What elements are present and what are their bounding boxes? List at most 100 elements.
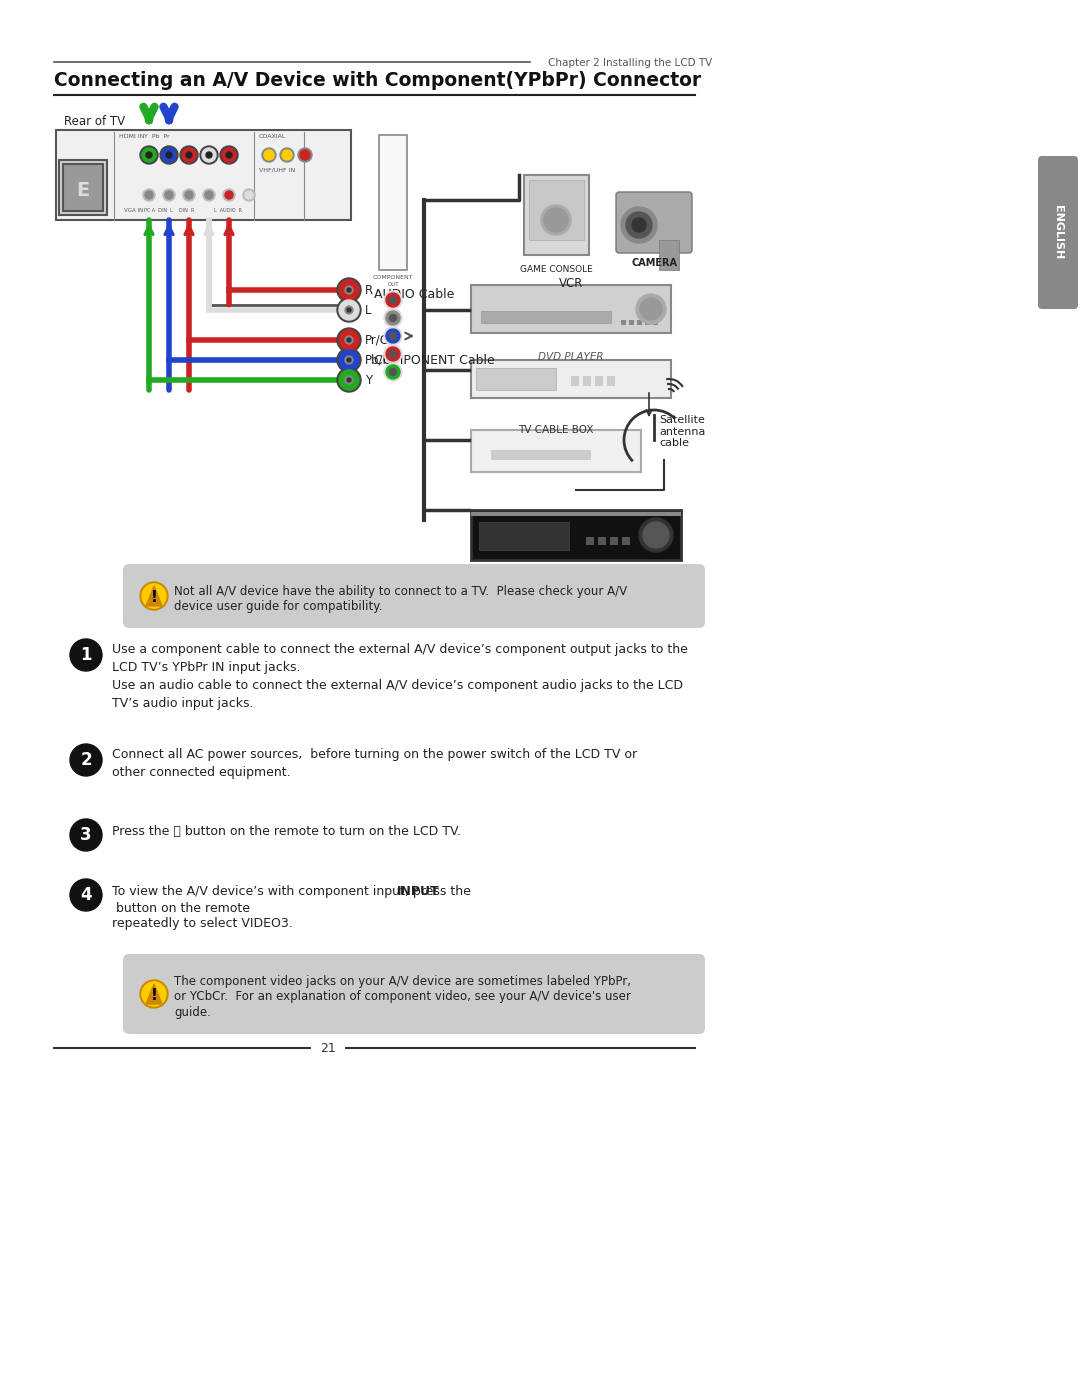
Bar bbox=[571, 376, 579, 386]
Circle shape bbox=[390, 351, 396, 358]
Text: VGA IN: VGA IN bbox=[124, 208, 144, 212]
Text: button on the remote
repeatedly to select VIDEO3.: button on the remote repeatedly to selec… bbox=[112, 902, 293, 930]
Bar bbox=[598, 536, 606, 545]
Text: guide.: guide. bbox=[174, 1006, 211, 1018]
Circle shape bbox=[222, 189, 235, 201]
Circle shape bbox=[165, 191, 173, 198]
Circle shape bbox=[384, 327, 402, 345]
Bar bbox=[56, 130, 351, 219]
Circle shape bbox=[337, 328, 361, 352]
Circle shape bbox=[222, 148, 237, 162]
Circle shape bbox=[205, 191, 213, 198]
Circle shape bbox=[390, 296, 396, 303]
Circle shape bbox=[298, 148, 312, 162]
Circle shape bbox=[140, 147, 158, 163]
Circle shape bbox=[226, 152, 232, 158]
Bar bbox=[471, 285, 671, 332]
Bar bbox=[471, 510, 681, 560]
Bar bbox=[529, 180, 584, 240]
Circle shape bbox=[203, 189, 215, 201]
Circle shape bbox=[636, 293, 666, 324]
FancyBboxPatch shape bbox=[123, 954, 705, 1034]
FancyBboxPatch shape bbox=[1038, 156, 1078, 309]
Circle shape bbox=[146, 152, 152, 158]
Circle shape bbox=[70, 819, 102, 851]
Text: Use a component cable to connect the external A/V device’s component output jack: Use a component cable to connect the ext… bbox=[112, 643, 688, 710]
Circle shape bbox=[220, 147, 238, 163]
Text: COAXIAL: COAXIAL bbox=[259, 134, 286, 138]
Circle shape bbox=[339, 279, 359, 300]
Text: 1: 1 bbox=[80, 645, 92, 664]
Text: R: R bbox=[365, 284, 373, 296]
Text: Rear of TV: Rear of TV bbox=[64, 115, 125, 129]
Circle shape bbox=[384, 291, 402, 309]
Circle shape bbox=[544, 208, 568, 232]
Bar bbox=[583, 376, 591, 386]
Bar bbox=[480, 522, 569, 550]
Text: COMPONENT Cable: COMPONENT Cable bbox=[374, 353, 495, 366]
Bar bbox=[659, 240, 679, 270]
Circle shape bbox=[384, 309, 402, 327]
Text: !: ! bbox=[150, 989, 158, 1003]
Text: device user guide for compatibility.: device user guide for compatibility. bbox=[174, 599, 382, 613]
Bar bbox=[379, 136, 407, 270]
Text: Not all A/V device have the ability to connect to a TV.  Please check your A/V: Not all A/V device have the ability to c… bbox=[174, 585, 627, 598]
Text: To view the A/V device’s with component input, press the: To view the A/V device’s with component … bbox=[112, 886, 475, 898]
Polygon shape bbox=[146, 983, 162, 1004]
Circle shape bbox=[347, 379, 351, 381]
Circle shape bbox=[632, 218, 646, 232]
Circle shape bbox=[345, 306, 353, 314]
Circle shape bbox=[162, 148, 176, 162]
Text: DVD PLAYER: DVD PLAYER bbox=[538, 352, 604, 362]
Circle shape bbox=[70, 745, 102, 775]
Circle shape bbox=[345, 286, 353, 293]
Bar bbox=[524, 175, 589, 256]
Bar bbox=[610, 536, 618, 545]
Circle shape bbox=[337, 298, 361, 321]
Bar bbox=[481, 312, 611, 323]
Bar bbox=[491, 450, 591, 460]
Text: 4: 4 bbox=[80, 886, 92, 904]
Text: TV CABLE BOX: TV CABLE BOX bbox=[518, 425, 594, 434]
Circle shape bbox=[339, 300, 359, 320]
Circle shape bbox=[347, 288, 351, 292]
Circle shape bbox=[386, 346, 400, 360]
Circle shape bbox=[70, 879, 102, 911]
Text: INPUT: INPUT bbox=[397, 886, 440, 898]
Circle shape bbox=[166, 152, 172, 158]
Text: L: L bbox=[365, 303, 372, 317]
Text: L  AUDIO  R: L AUDIO R bbox=[214, 208, 242, 212]
Polygon shape bbox=[146, 585, 162, 606]
Circle shape bbox=[183, 189, 195, 201]
Circle shape bbox=[140, 583, 168, 610]
Bar bbox=[637, 320, 642, 326]
Circle shape bbox=[640, 298, 662, 320]
Text: 2: 2 bbox=[80, 752, 92, 768]
Text: VHF/UHF IN: VHF/UHF IN bbox=[259, 168, 295, 173]
Circle shape bbox=[163, 189, 175, 201]
Circle shape bbox=[245, 191, 253, 198]
Circle shape bbox=[386, 293, 400, 307]
Circle shape bbox=[141, 584, 166, 608]
Circle shape bbox=[339, 370, 359, 390]
Circle shape bbox=[621, 207, 657, 243]
Circle shape bbox=[243, 189, 255, 201]
Text: VCR: VCR bbox=[558, 277, 583, 291]
Text: Connecting an A/V Device with Component(YPbPr) Connector: Connecting an A/V Device with Component(… bbox=[54, 71, 701, 89]
Text: Pb/Pb: Pb/Pb bbox=[365, 353, 399, 366]
Text: The component video jacks on your A/V device are sometimes labeled YPbPr,: The component video jacks on your A/V de… bbox=[174, 975, 631, 988]
Bar bbox=[622, 536, 630, 545]
Circle shape bbox=[347, 338, 351, 342]
Text: COMPONENT: COMPONENT bbox=[373, 275, 414, 279]
Text: HDMI IN: HDMI IN bbox=[119, 134, 145, 138]
Circle shape bbox=[141, 982, 166, 1006]
Bar bbox=[471, 360, 671, 398]
Circle shape bbox=[345, 337, 353, 344]
Text: Y  Pb  Pr: Y Pb Pr bbox=[144, 134, 170, 138]
Circle shape bbox=[339, 351, 359, 370]
Bar bbox=[59, 161, 107, 215]
FancyBboxPatch shape bbox=[616, 191, 692, 253]
Bar bbox=[607, 376, 615, 386]
Text: 3: 3 bbox=[80, 826, 92, 844]
Text: Connect all AC power sources,  before turning on the power switch of the LCD TV : Connect all AC power sources, before tur… bbox=[112, 747, 637, 780]
